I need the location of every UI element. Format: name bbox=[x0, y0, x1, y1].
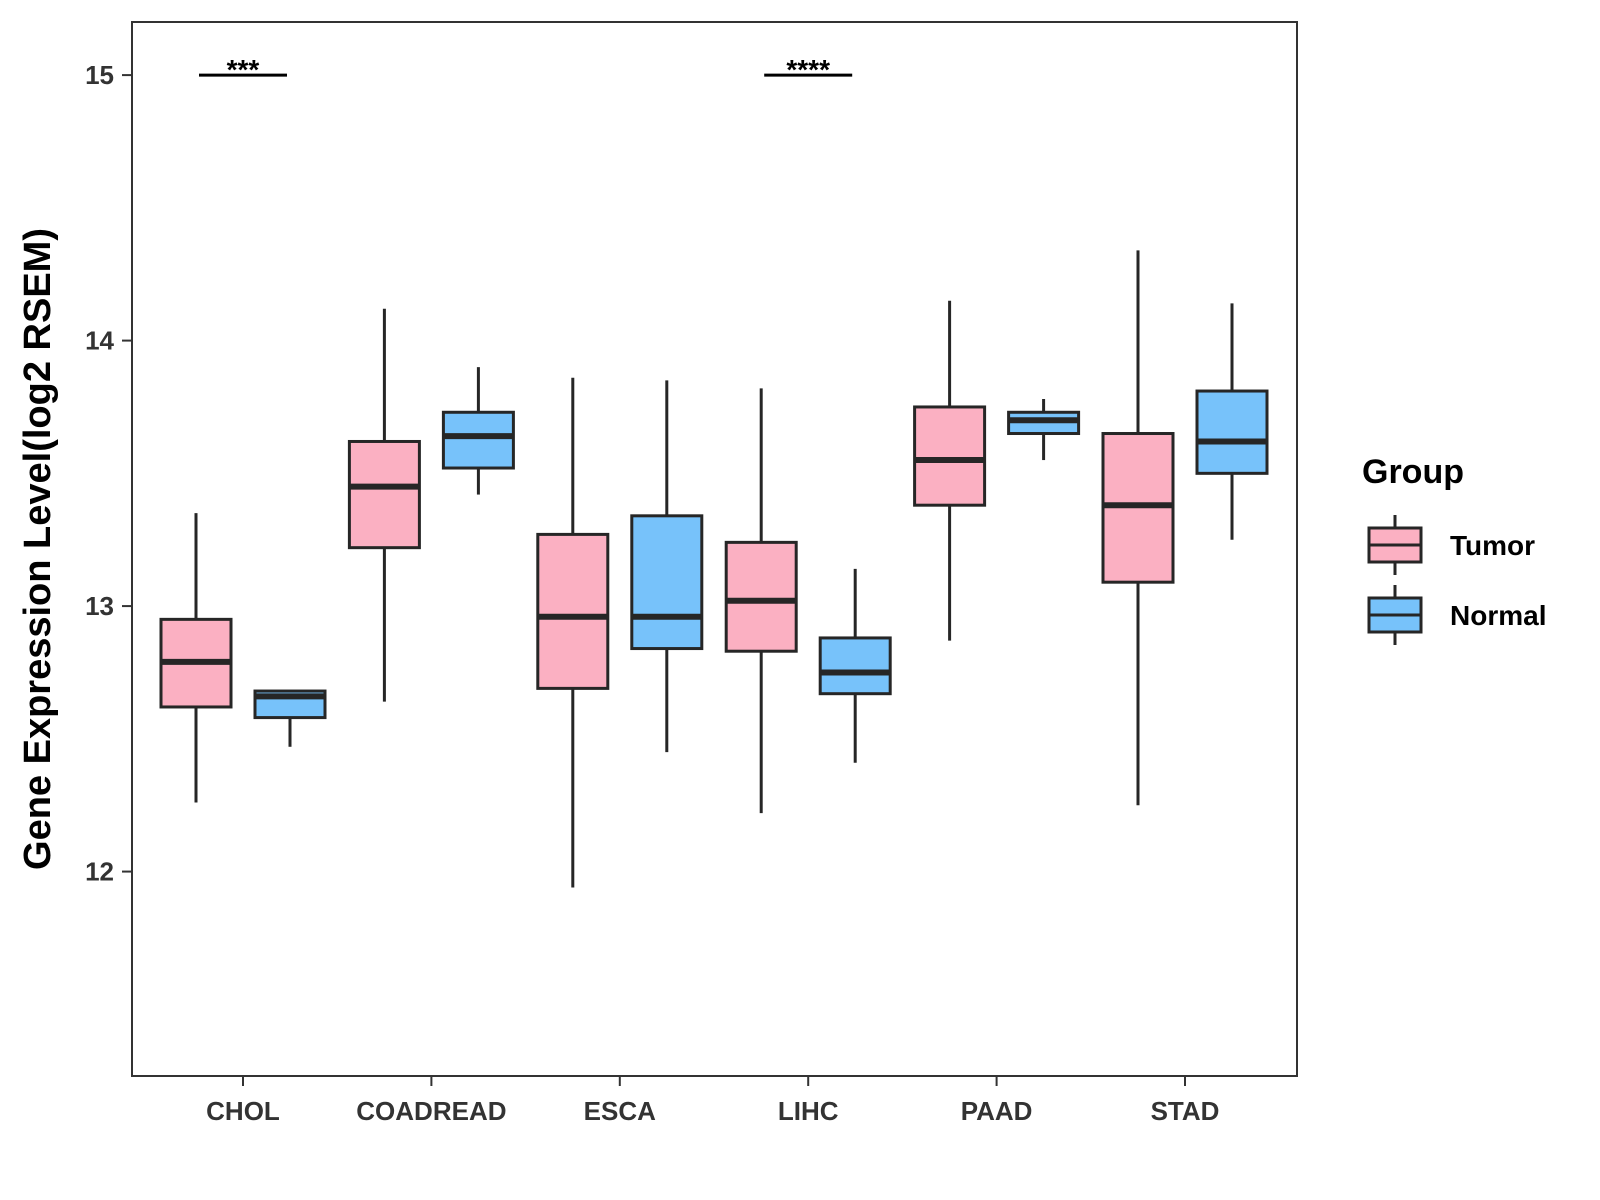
box-body bbox=[913, 405, 987, 507]
plot-area: *** **** bbox=[159, 54, 1269, 888]
x-tick-label: ESCA bbox=[584, 1096, 656, 1126]
legend-title: Group bbox=[1362, 453, 1464, 491]
y-axis-title: Gene Expression Level(log2 RSEM) bbox=[17, 228, 59, 870]
legend-label-normal: Normal bbox=[1450, 600, 1546, 631]
significance-chol: *** bbox=[199, 54, 287, 85]
box-tumor-paad bbox=[913, 300, 987, 641]
box-body bbox=[818, 636, 892, 696]
box-body bbox=[1195, 389, 1269, 475]
y-tick-label: 12 bbox=[85, 857, 114, 887]
significance-lihc: **** bbox=[764, 54, 853, 85]
box-normal-lihc bbox=[818, 568, 892, 763]
box-body bbox=[441, 410, 515, 470]
legend-item-tumor: Tumor bbox=[1367, 515, 1535, 575]
x-tick-label: COADREAD bbox=[356, 1096, 506, 1126]
box-tumor-lihc bbox=[724, 388, 798, 814]
box-tumor-esca bbox=[536, 377, 610, 888]
legend-item-normal: Normal bbox=[1367, 585, 1546, 645]
box-normal-chol bbox=[253, 689, 327, 747]
box-body bbox=[347, 439, 421, 550]
x-tick-label: STAD bbox=[1151, 1096, 1220, 1126]
box-normal-esca bbox=[630, 380, 704, 753]
significance-label: **** bbox=[786, 54, 830, 85]
panel-border bbox=[131, 21, 1298, 1077]
y-tick-label: 15 bbox=[85, 60, 114, 90]
box-tumor-stad bbox=[1101, 250, 1175, 806]
y-tick-label: 13 bbox=[85, 591, 114, 621]
axes: 12 13 14 15 CHOL COADREAD ESCA LIHC PAAD STAD bbox=[85, 60, 1219, 1126]
significance-label: *** bbox=[227, 54, 260, 85]
x-tick-label: LIHC bbox=[778, 1096, 839, 1126]
x-tick-label: CHOL bbox=[206, 1096, 280, 1126]
box-normal-stad bbox=[1195, 303, 1269, 540]
box-body bbox=[536, 532, 610, 690]
legend: Group Tumor Normal bbox=[1362, 453, 1546, 645]
box-body bbox=[724, 540, 798, 653]
box-normal-coadread bbox=[441, 367, 515, 495]
box-tumor-coadread bbox=[347, 308, 421, 702]
box-tumor-chol bbox=[159, 513, 233, 803]
legend-label-tumor: Tumor bbox=[1450, 530, 1535, 561]
box-body bbox=[630, 514, 704, 651]
x-tick-label: PAAD bbox=[961, 1096, 1033, 1126]
y-tick-label: 14 bbox=[85, 326, 114, 356]
box-normal-paad bbox=[1007, 398, 1081, 461]
